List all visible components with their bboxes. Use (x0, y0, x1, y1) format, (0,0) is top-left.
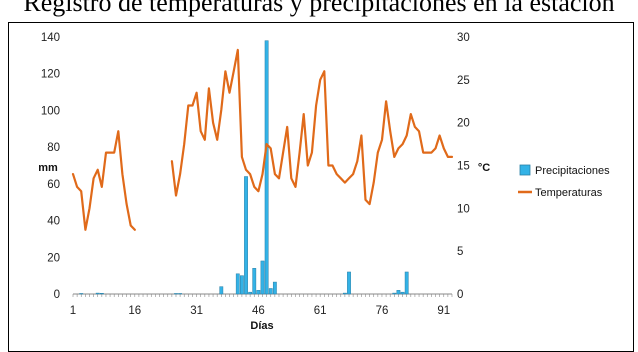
precipitation-bar (248, 291, 253, 295)
precipitation-bar (404, 271, 409, 295)
precipitation-bar (244, 176, 248, 295)
temperature-line-segment (170, 48, 454, 206)
y-tick-label-left: 60 (47, 179, 60, 191)
y-tick-label-right: 25 (457, 75, 470, 87)
precipitation-bar (396, 290, 401, 295)
y-tick-label-right: 20 (457, 118, 470, 130)
y-tick-label-left: 20 (47, 252, 60, 264)
precipitation-bar (400, 291, 405, 295)
legend-swatch-precipitaciones (519, 164, 531, 176)
x-tick-label: 31 (190, 305, 203, 317)
precipitation-bar (272, 281, 277, 295)
x-tick-label: 91 (437, 305, 450, 317)
precipitation-bar (219, 286, 224, 295)
y-tick-label-right: 10 (457, 203, 470, 215)
precipitation-bar (99, 293, 104, 295)
legend: Precipitaciones Temperaturas (518, 164, 610, 199)
precipitation-bar (174, 293, 178, 295)
chart-title: Registro de temperaturas y precipitacion… (23, 0, 615, 17)
y-tick-label-left: 140 (41, 32, 60, 44)
precipitation-bar (252, 268, 257, 295)
y-axis-label-left: mm (38, 162, 58, 174)
precipitation-bar (95, 292, 100, 295)
precipitation-bar (392, 292, 397, 295)
y-tick-label-right: 30 (457, 32, 470, 44)
precipitation-bar (240, 275, 244, 295)
y-tick-label-right: 5 (457, 246, 463, 258)
precipitation-bar (342, 292, 347, 295)
precipitation-bar (235, 273, 240, 295)
precipitation-bar (347, 271, 351, 295)
temperature-line (71, 48, 454, 231)
precipitation-bar (264, 40, 269, 295)
temperature-line-segment (71, 130, 136, 231)
precipitation-bar (268, 288, 273, 295)
precipitation-bar (256, 290, 261, 295)
y-tick-label-right: 15 (457, 161, 470, 173)
axes-layer: 0 20 40 60 80 100 120 140 0 5 10 15 20 25 30 1 16 31 46 61 7… (41, 32, 470, 317)
y-axis-label-right: °C (478, 162, 490, 174)
x-tick-label: 16 (128, 305, 141, 317)
y-tick-label-left: 120 (41, 69, 60, 81)
legend-label-temperaturas: Temperaturas (535, 187, 603, 199)
y-tick-label-left: 80 (47, 142, 60, 154)
precipitation-bars (79, 40, 409, 295)
y-tick-label-left: 0 (54, 289, 60, 301)
y-tick-label-left: 40 (47, 216, 60, 228)
x-tick-label: 1 (70, 305, 76, 317)
precipitation-bar (79, 293, 84, 295)
precipitation-bar (178, 293, 183, 295)
chart-plot: 0 20 40 60 80 100 120 140 0 5 10 15 20 25 30 1 16 31 46 61 7… (38, 32, 610, 332)
y-tick-label-right: 0 (457, 289, 463, 301)
x-tick-label: 76 (376, 305, 389, 317)
precipitation-bar (260, 260, 265, 295)
legend-label-precipitaciones: Precipitaciones (535, 165, 610, 177)
x-axis-label: Días (250, 320, 273, 332)
x-tick-label: 61 (314, 305, 327, 317)
x-tick-label: 46 (252, 305, 265, 317)
y-tick-label-left: 100 (41, 105, 60, 117)
